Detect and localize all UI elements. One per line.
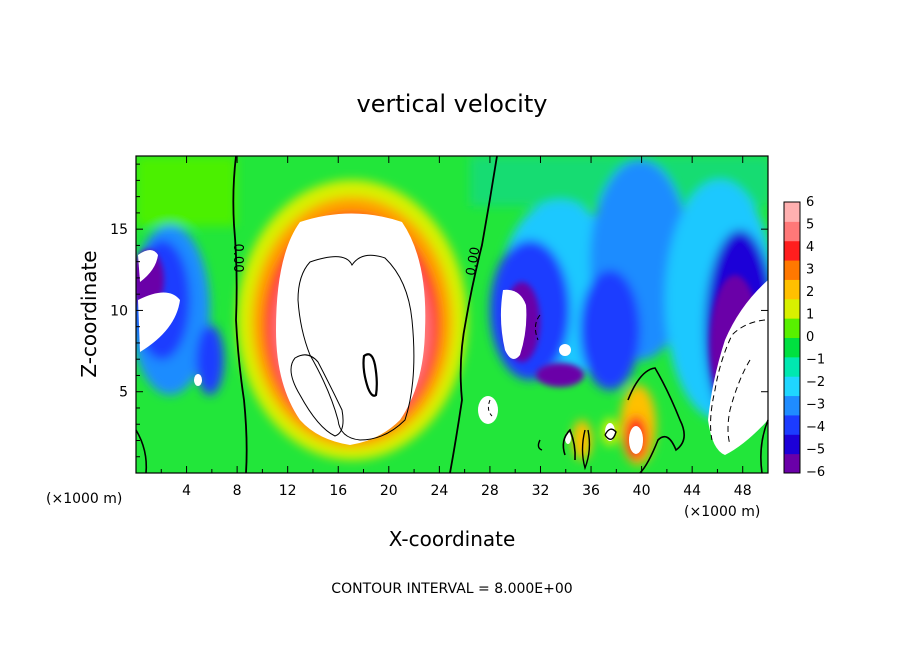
x-tick-label: 44 xyxy=(683,483,701,499)
x-tick-label: 48 xyxy=(734,483,752,499)
colorbar-label: −1 xyxy=(806,353,825,368)
y-tick-label: 5 xyxy=(119,385,128,401)
velocity-field xyxy=(136,156,768,473)
colorbar-label: 6 xyxy=(806,195,814,210)
colorbar-label: −5 xyxy=(806,443,825,458)
colorbar-swatch xyxy=(784,356,800,377)
colorbar-label: −4 xyxy=(806,420,825,435)
colorbar-swatch xyxy=(784,395,800,416)
colorbar-label: 1 xyxy=(806,308,814,323)
x-tick-label: 8 xyxy=(233,483,242,499)
x-tick-label: 4 xyxy=(182,483,191,499)
colorbar-swatch xyxy=(784,434,800,455)
colorbar-swatch xyxy=(784,202,800,222)
colorbar-label: −3 xyxy=(806,398,825,413)
colorbar-label: −2 xyxy=(806,375,825,390)
x-tick-label: 28 xyxy=(481,483,499,499)
colorbar-frame xyxy=(783,201,801,474)
colorbar-label: 2 xyxy=(806,285,814,300)
y-tick-label: 10 xyxy=(110,303,128,319)
y-tick-label: 15 xyxy=(110,222,128,238)
x-unit-label-left: (×1000 m) xyxy=(46,491,122,507)
plot-frame xyxy=(135,155,769,474)
x-unit-label-right: (×1000 m) xyxy=(684,504,760,520)
colorbar-label: 3 xyxy=(806,263,814,278)
chart-title: vertical velocity xyxy=(357,90,548,118)
colorbar-swatch xyxy=(784,240,800,261)
colorbar-swatch xyxy=(784,453,800,474)
colorbar-label: 4 xyxy=(806,240,814,255)
colorbar-swatch xyxy=(784,318,800,338)
contour-interval-footer: CONTOUR INTERVAL = 8.000E+00 xyxy=(331,581,572,597)
x-tick-label: 36 xyxy=(582,483,600,499)
colorbar-swatch xyxy=(784,298,800,319)
x-tick-label: 20 xyxy=(380,483,398,499)
contour-label-right: 0.00 xyxy=(464,246,484,277)
y-tick-group: 5 10 15 xyxy=(110,163,768,458)
svg-text:0.00: 0.00 xyxy=(230,244,245,273)
svg-text:0.00: 0.00 xyxy=(464,246,484,277)
colorbar-label: 5 xyxy=(806,218,814,233)
colorbar-label: −6 xyxy=(806,465,825,480)
contour-lines xyxy=(135,155,769,474)
x-tick-label: 24 xyxy=(430,483,448,499)
x-tick-label: 32 xyxy=(532,483,550,499)
colorbar-label: 0 xyxy=(806,330,814,345)
x-tick-label: 16 xyxy=(329,483,347,499)
colorbar-swatch xyxy=(784,414,800,435)
colorbar-swatch xyxy=(784,337,800,358)
contour-label-left: 0.00 xyxy=(230,244,245,273)
colorbar-swatch xyxy=(784,221,800,242)
x-tick-group: 4 8 12 16 20 24 28 32 36 40 44 48 xyxy=(160,156,752,499)
colorbar: 6 5 4 3 2 1 0 −1 −2 −3 −4 −5 −6 xyxy=(783,195,825,480)
x-tick-label: 40 xyxy=(633,483,651,499)
colorbar-swatch xyxy=(784,260,800,280)
colorbar-swatch xyxy=(784,376,800,397)
x-axis-label: X-coordinate xyxy=(389,527,516,551)
x-tick-label: 12 xyxy=(279,483,297,499)
y-axis-label: Z-coordinate xyxy=(77,250,101,377)
colorbar-swatch xyxy=(784,279,800,300)
